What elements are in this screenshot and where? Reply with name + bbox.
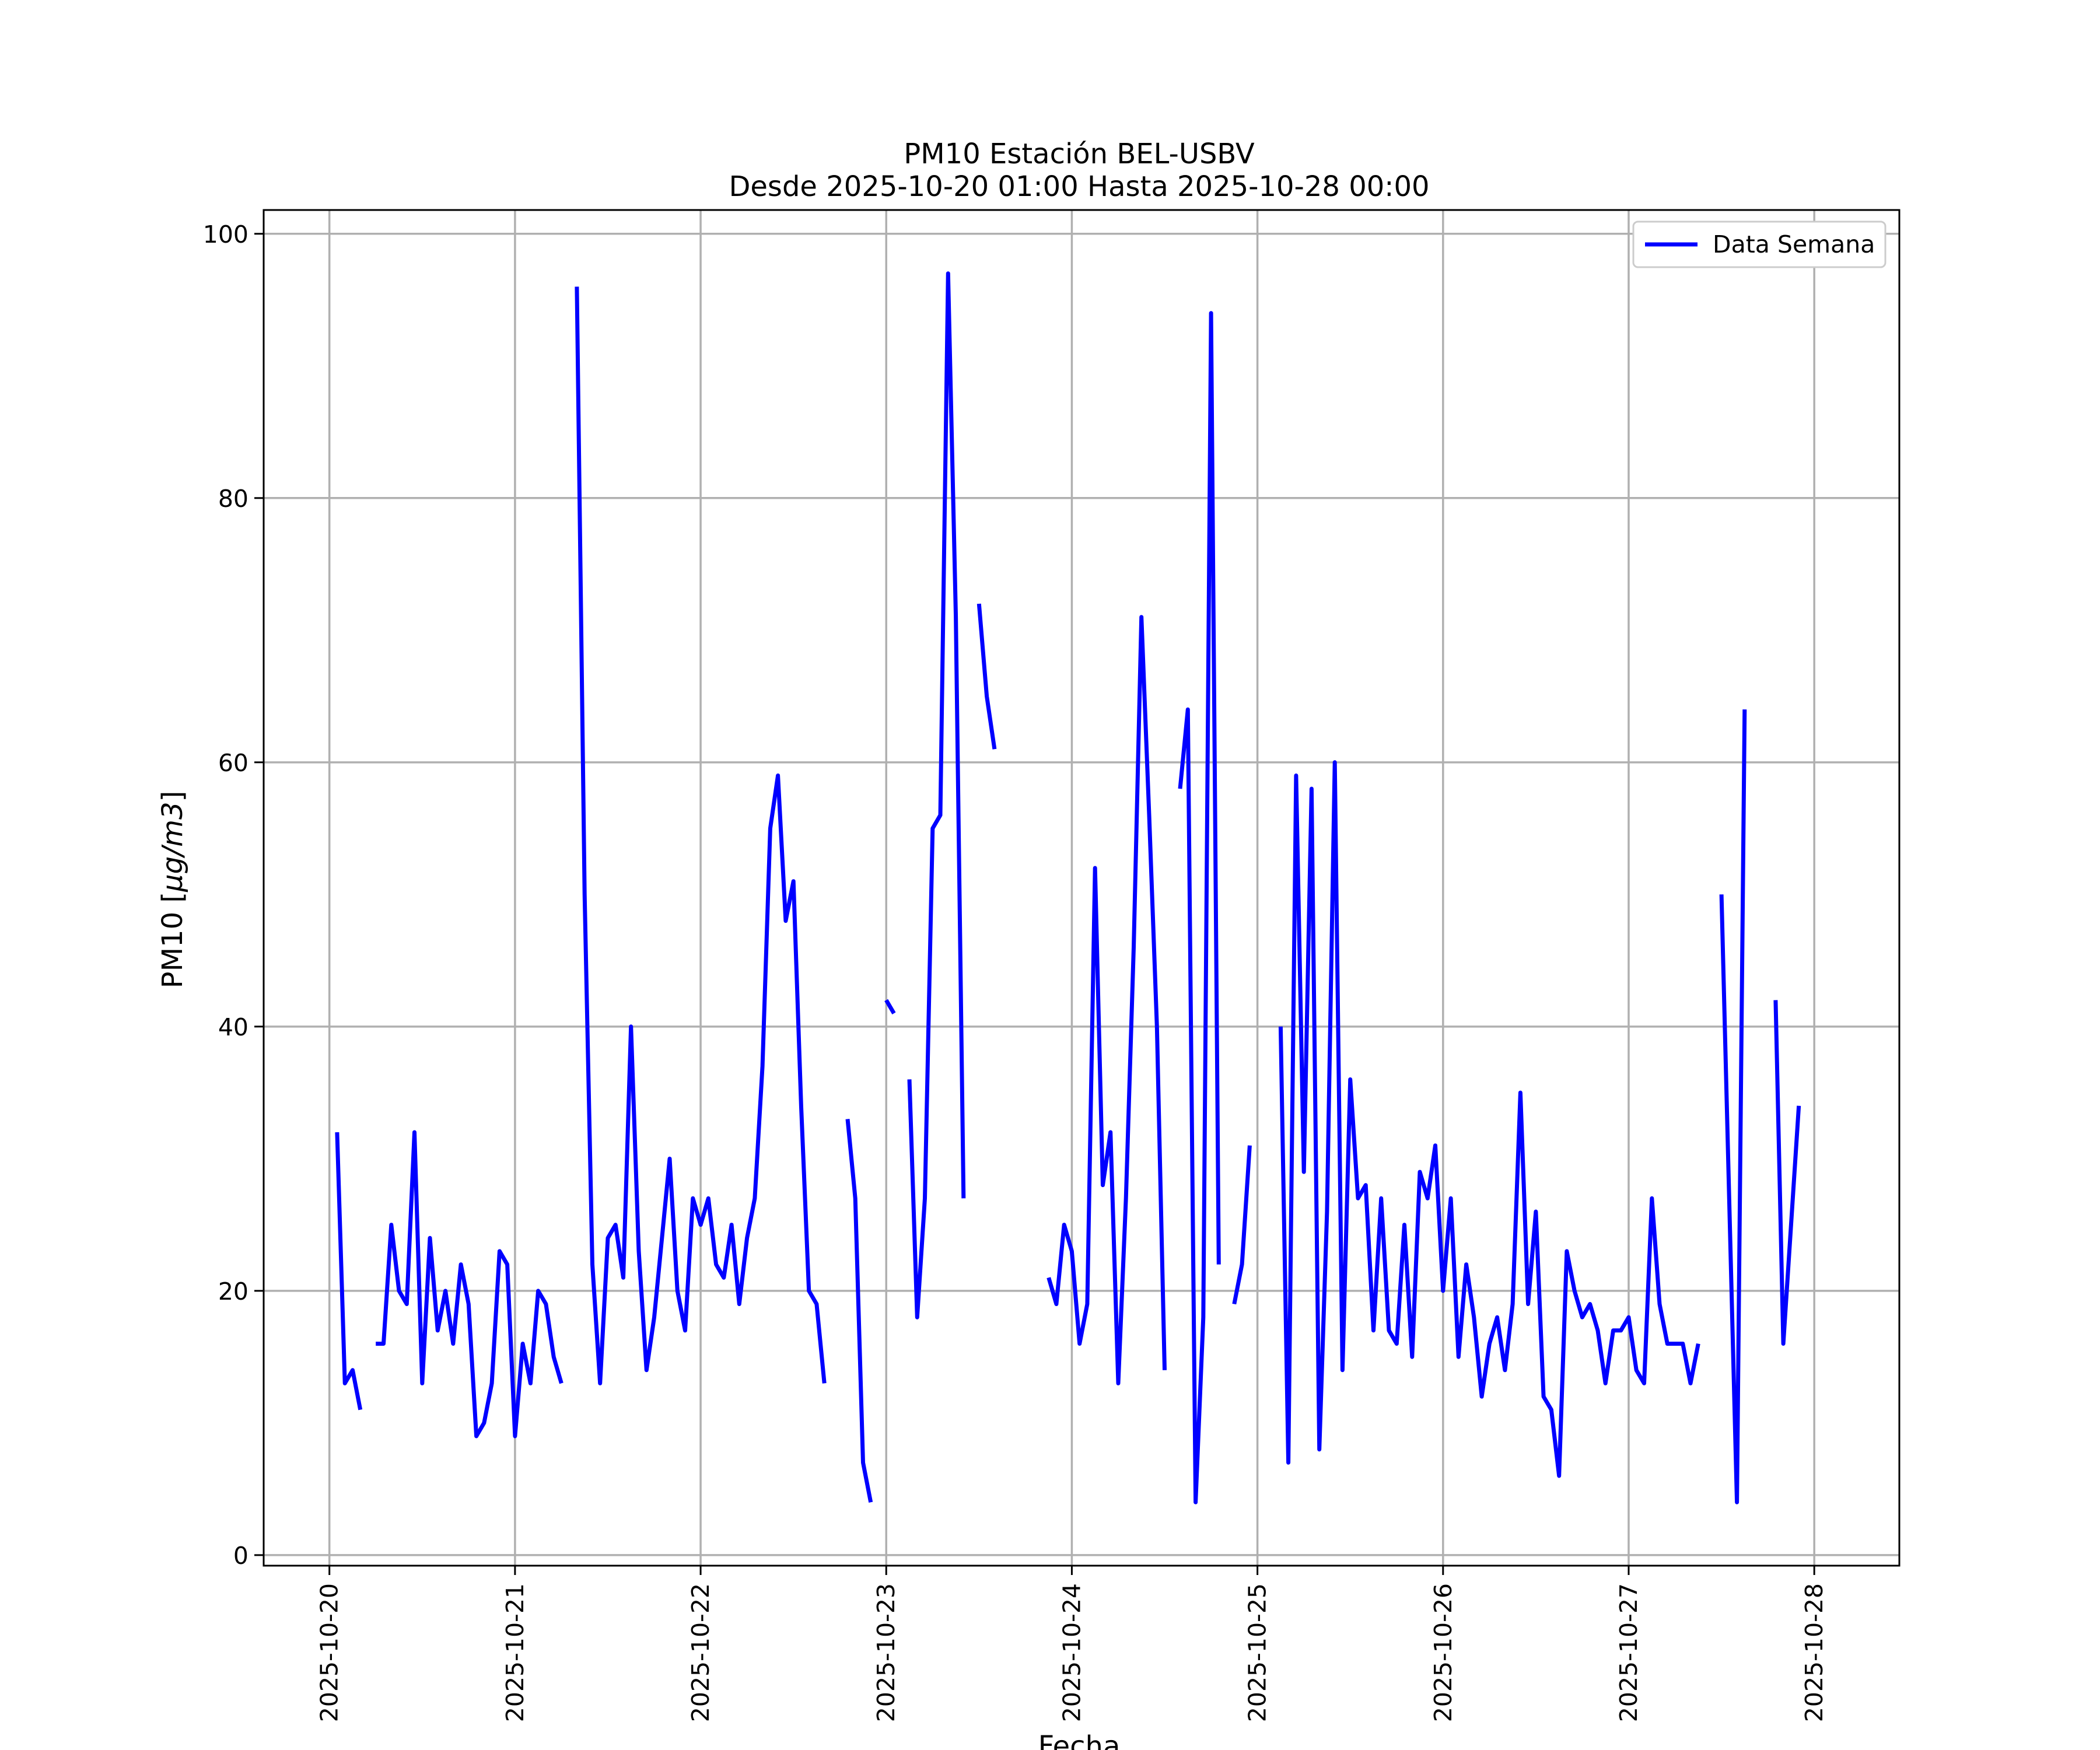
- y-tick-label: 80: [218, 485, 249, 513]
- y-tick-label: 20: [218, 1278, 249, 1306]
- series-line-segment: [907, 271, 966, 1320]
- series-line-segment: [1773, 1000, 1801, 1346]
- series-line-segment: [1719, 709, 1747, 1504]
- x-tick-label: 2025-10-23: [872, 1583, 900, 1722]
- series-line-segment: [335, 1132, 363, 1410]
- y-tick-label: 60: [218, 749, 249, 777]
- y-axis-label-suffix: ]: [156, 791, 189, 802]
- y-tick-label: 100: [203, 220, 249, 249]
- x-tick-label: 2025-10-27: [1615, 1583, 1643, 1722]
- y-axis-label: PM10 [μg/m3]: [156, 791, 189, 989]
- x-axis-label: Fecha: [1038, 1730, 1121, 1750]
- x-tick-label: 2025-10-21: [501, 1583, 529, 1722]
- x-axis-ticks: 2025-10-20 2025-10-21 2025-10-22 2025-10-23…: [316, 1566, 1828, 1722]
- series-line-segment: [977, 603, 997, 750]
- y-axis-ticks: 0 20 40 60 80 100: [203, 220, 264, 1570]
- legend-box: [1632, 220, 1887, 268]
- x-tick-label: 2025-10-20: [316, 1583, 344, 1722]
- chart-title: PM10 Estación BEL-USBV: [904, 138, 1255, 170]
- y-tick-label: 40: [218, 1013, 249, 1041]
- plot-area: [335, 271, 1801, 1504]
- series-line-segment: [1178, 311, 1221, 1504]
- series-line-segment: [1046, 615, 1167, 1385]
- chart-subtitle: Desde 2025-10-20 01:00 Hasta 2025-10-28 …: [729, 170, 1429, 203]
- grid-lines: [264, 210, 1899, 1566]
- x-tick-label: 2025-10-24: [1058, 1583, 1086, 1722]
- y-axis-label-unit: μg/m3: [156, 802, 189, 892]
- plot-frame: [262, 209, 1901, 1567]
- x-tick-label: 2025-10-26: [1429, 1583, 1457, 1722]
- series-line-segment: [376, 1130, 564, 1438]
- x-tick-label: 2025-10-22: [687, 1583, 715, 1722]
- series-line-segment: [575, 286, 827, 1385]
- x-tick-label: 2025-10-25: [1244, 1583, 1272, 1722]
- legend: Data Semana: [1632, 220, 1887, 268]
- y-tick-label: 0: [233, 1542, 249, 1570]
- series-line-segment: [1232, 1145, 1252, 1305]
- series-line-segment: [845, 1119, 873, 1503]
- x-tick-label: 2025-10-28: [1800, 1583, 1828, 1722]
- y-axis-label-prefix: PM10 [: [156, 892, 189, 988]
- series-line-segment: [1278, 760, 1700, 1478]
- series-line-segment: [884, 999, 896, 1014]
- legend-label: Data Semana: [1713, 230, 1875, 258]
